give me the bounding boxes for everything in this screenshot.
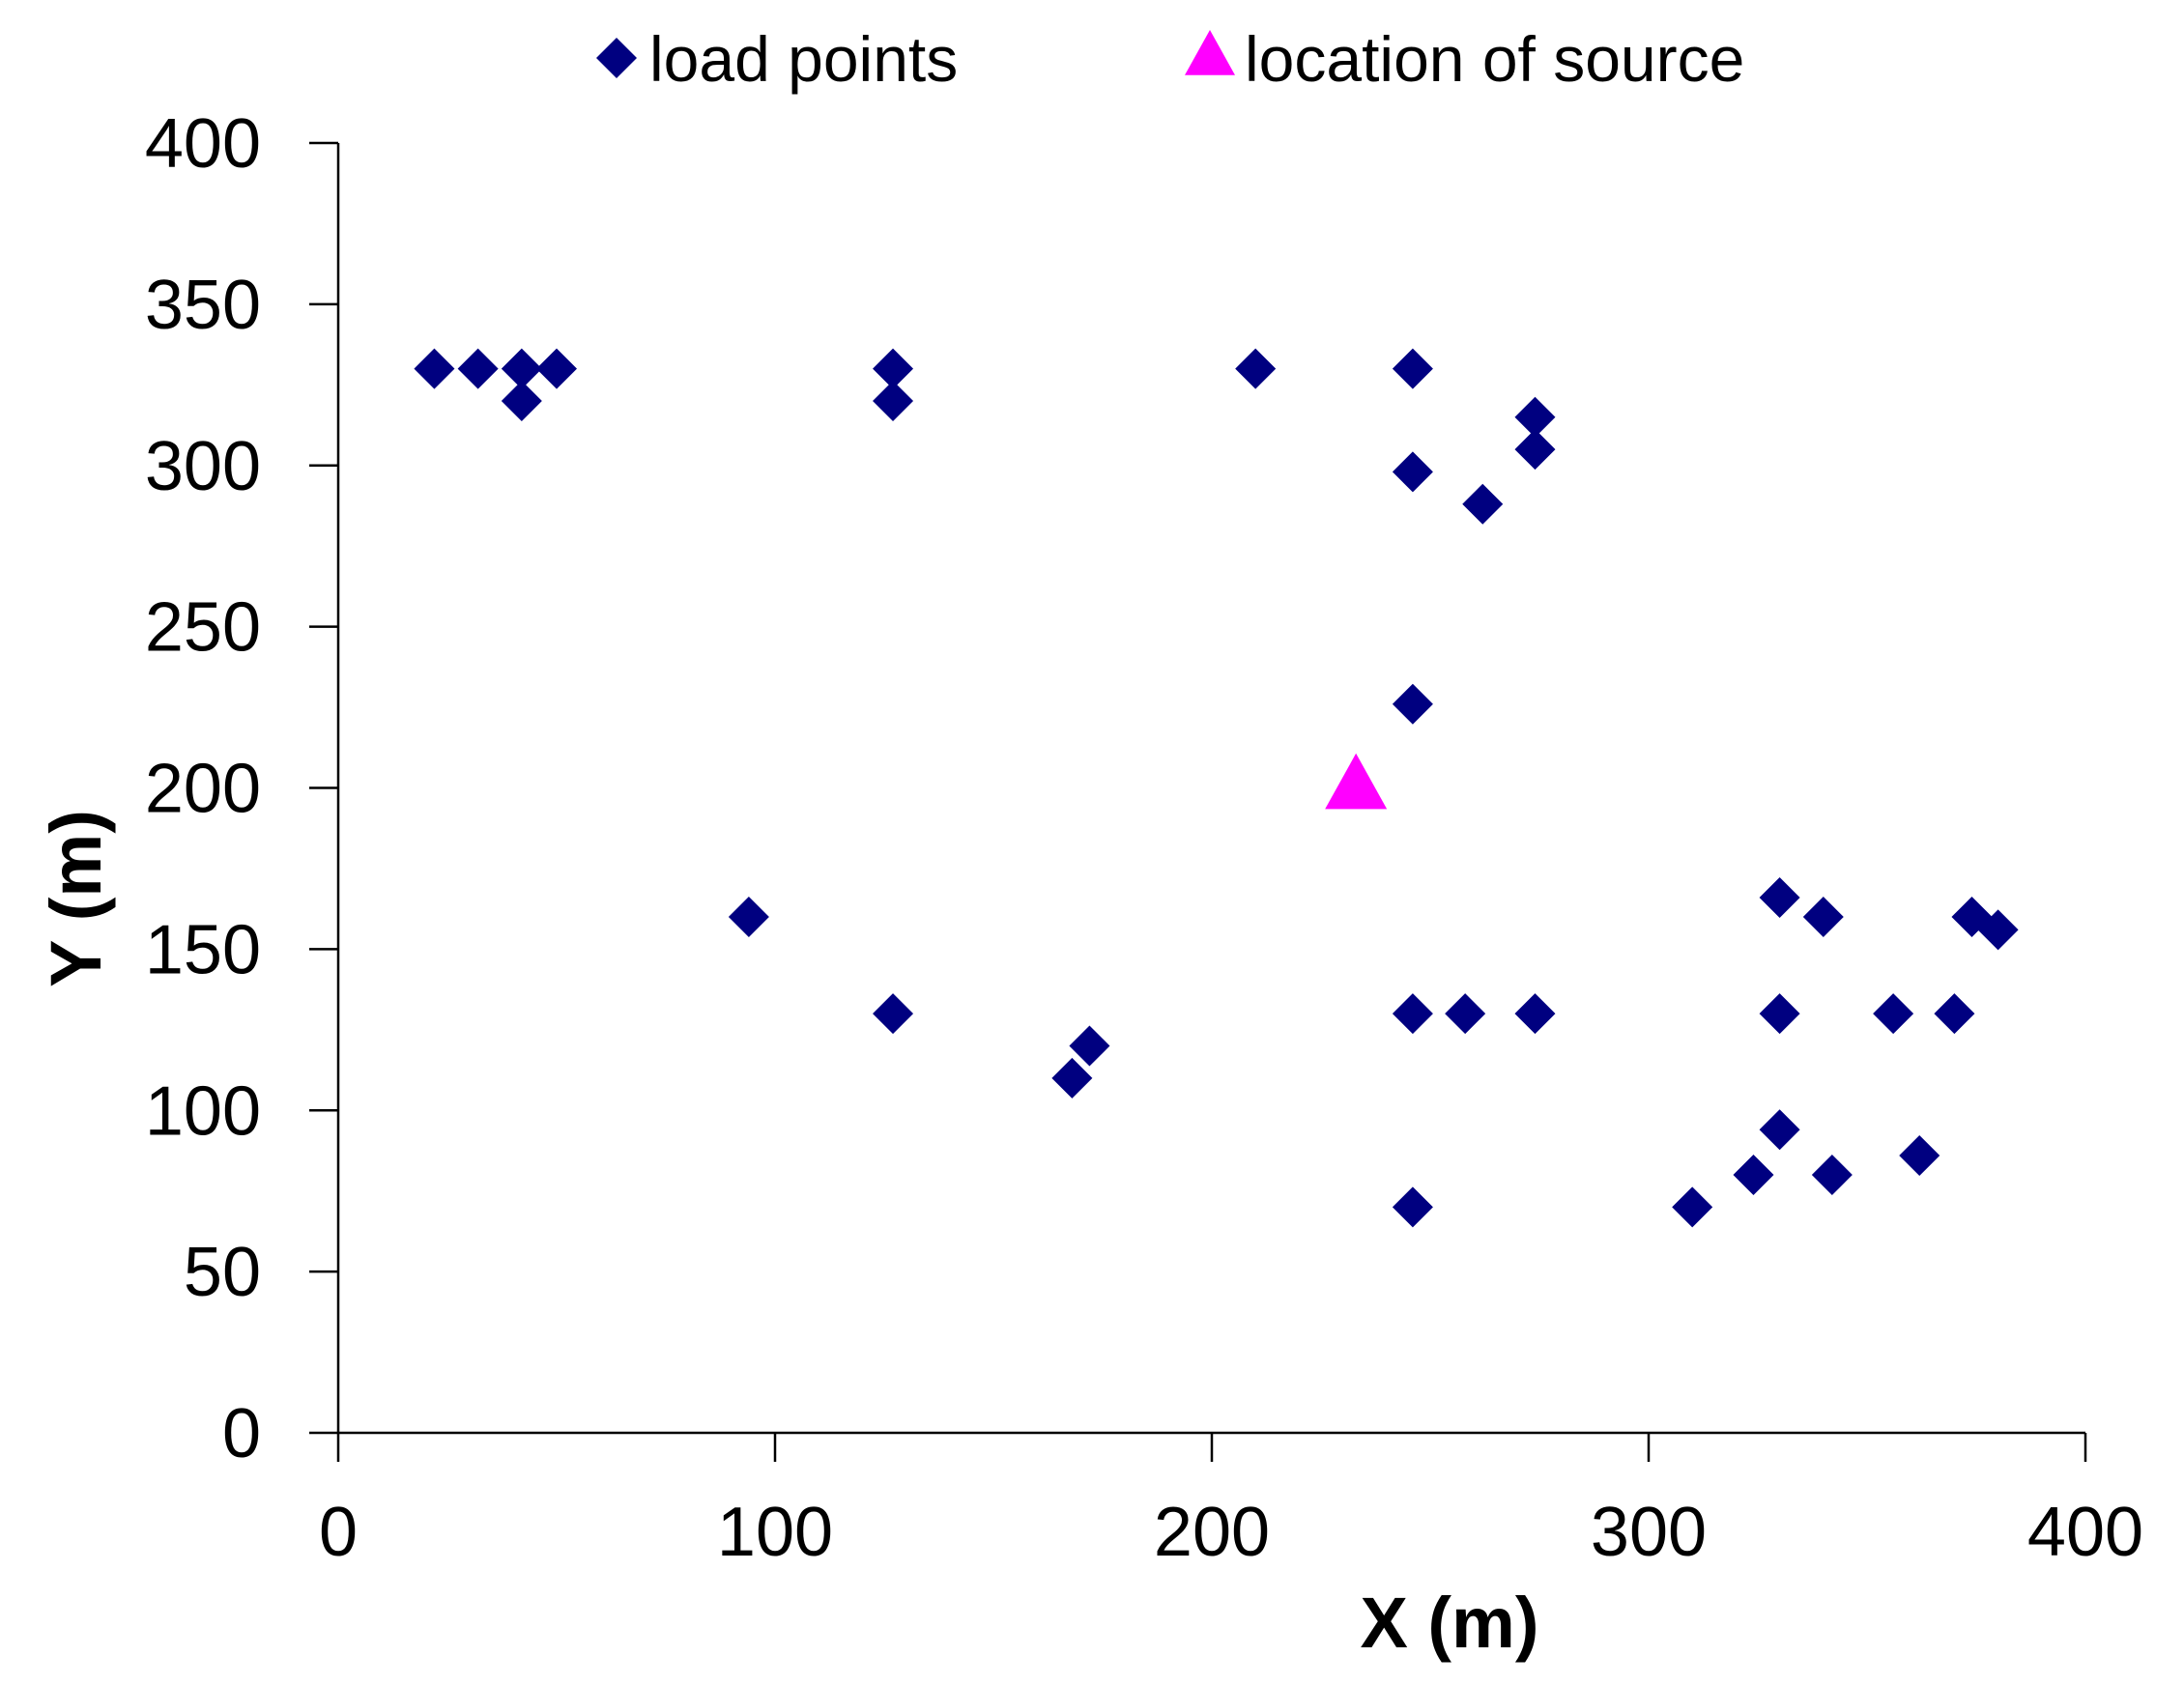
legend: load points location of source xyxy=(596,23,1744,95)
data-point-load xyxy=(1462,483,1504,525)
data-point-load xyxy=(1672,1186,1713,1228)
data-point-load xyxy=(1759,876,1800,918)
y-tick-label: 300 xyxy=(145,428,261,505)
y-tick-label: 50 xyxy=(184,1234,261,1311)
axes xyxy=(336,143,2085,1435)
y-tick-label: 150 xyxy=(145,911,261,988)
y-tick-label: 400 xyxy=(145,105,261,183)
legend-marker-source xyxy=(1185,29,1235,75)
data-point-load xyxy=(1069,1025,1110,1067)
data-point-load xyxy=(1392,451,1433,493)
data-point-load xyxy=(501,381,542,421)
data-point-load xyxy=(1445,993,1486,1035)
data-point-load xyxy=(536,348,577,389)
data-point-load xyxy=(1514,396,1556,438)
y-tick-label: 200 xyxy=(145,751,261,828)
data-point-load xyxy=(1811,1155,1853,1195)
x-tick-label: 300 xyxy=(1591,1494,1707,1571)
y-tick-label: 0 xyxy=(222,1395,261,1472)
data-point-load xyxy=(457,348,499,389)
data-point-load xyxy=(873,381,914,421)
legend-label-load-points: load points xyxy=(649,23,958,95)
data-point-load xyxy=(501,348,542,389)
data-marks xyxy=(414,348,2019,1228)
x-axis-title: X (m) xyxy=(1361,1583,1539,1663)
data-point-load xyxy=(1514,429,1556,471)
data-point-load xyxy=(1873,993,1914,1035)
y-tick-label: 250 xyxy=(145,589,261,667)
data-point-load xyxy=(1392,683,1433,725)
data-point-load xyxy=(1733,1155,1774,1195)
data-point-load xyxy=(1051,1057,1093,1099)
x-tick-label: 100 xyxy=(717,1494,833,1571)
legend-marker-load-points xyxy=(596,38,637,78)
data-point-source xyxy=(1325,753,1388,810)
data-point-load xyxy=(873,993,914,1035)
data-point-load xyxy=(1759,1109,1800,1151)
x-tick-label: 0 xyxy=(319,1494,358,1571)
data-point-load xyxy=(1235,348,1277,389)
x-tick-label: 400 xyxy=(2027,1494,2143,1571)
legend-label-source: location of source xyxy=(1245,23,1744,95)
y-tick-label: 350 xyxy=(145,267,261,344)
data-point-load xyxy=(1514,993,1556,1035)
ticks: 0 50 100 150 200 250 300 350 400 0 100 200 300 400 xyxy=(145,105,2143,1571)
y-axis-title: Y (m) xyxy=(36,810,116,987)
x-tick-label: 200 xyxy=(1154,1494,1270,1571)
data-point-load xyxy=(1392,1186,1433,1228)
data-point-load xyxy=(1759,993,1800,1035)
data-point-load xyxy=(1802,897,1844,937)
y-tick-label: 100 xyxy=(145,1072,261,1150)
data-point-load xyxy=(1977,909,2019,951)
data-point-load xyxy=(414,348,455,389)
data-point-load xyxy=(1392,348,1433,389)
data-point-load xyxy=(873,348,914,389)
data-point-load xyxy=(1899,1134,1940,1176)
data-point-load xyxy=(1392,993,1433,1035)
data-point-load xyxy=(728,897,769,937)
data-point-load xyxy=(1934,993,1975,1035)
